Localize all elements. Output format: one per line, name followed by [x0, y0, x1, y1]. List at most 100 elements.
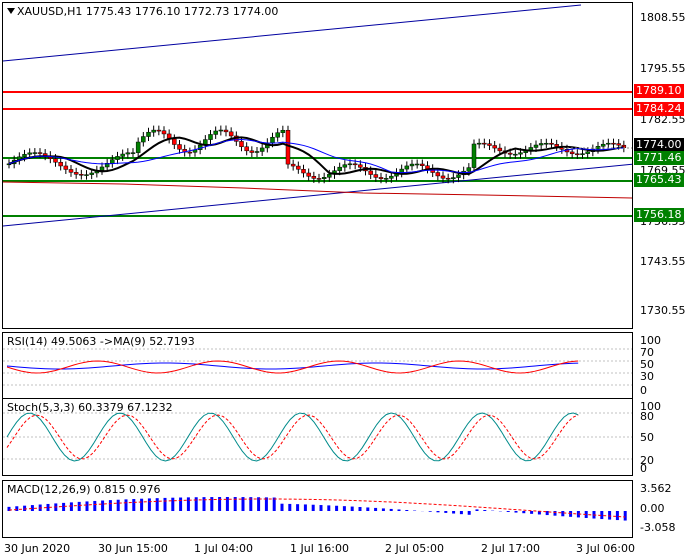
candle-body — [440, 175, 446, 179]
price-tick: 1730.55 — [640, 304, 686, 317]
resistance-level-tag: 1789.10 — [634, 84, 684, 98]
macd-histogram-bar — [615, 511, 619, 521]
candle-body — [544, 142, 549, 145]
candle-body — [358, 164, 363, 168]
macd-pane[interactable]: MACD(12,26,9) 0.815 0.976 — [2, 480, 633, 538]
rsi-tick: 70 — [640, 346, 654, 359]
macd-histogram-bar — [132, 499, 136, 511]
candle-body — [213, 130, 218, 135]
candle-body — [120, 153, 125, 157]
candle-body — [321, 177, 327, 179]
price-chart-pane[interactable]: XAUUSD,H1 1775.43 1776.10 1772.73 1774.0… — [2, 2, 633, 329]
candle-body — [507, 152, 513, 155]
medium-ma-line — [8, 138, 624, 174]
chevron-down-icon[interactable] — [7, 8, 15, 14]
candle-body — [156, 129, 162, 132]
macd-histogram-bar — [553, 511, 557, 516]
candle-body — [79, 174, 84, 176]
macd-histogram-bar — [101, 500, 105, 511]
candle-body — [244, 146, 249, 152]
candle-body — [115, 156, 120, 160]
macd-title: MACD(12,26,9) 0.815 0.976 — [7, 483, 161, 496]
macd-histogram-bar — [179, 497, 183, 511]
candle-body — [435, 172, 441, 177]
macd-histogram-bar — [444, 511, 448, 513]
candle-body — [73, 172, 79, 175]
candle-body — [487, 143, 492, 146]
macd-histogram-bar — [381, 508, 385, 511]
macd-histogram-bar — [85, 501, 89, 511]
stoch-tick: 50 — [640, 431, 654, 444]
candle-body — [104, 162, 110, 168]
candle-body — [451, 177, 456, 180]
open-price: 1775.43 — [85, 5, 132, 18]
macd-signal-line — [8, 498, 626, 518]
time-tick: 1 Jul 16:00 — [290, 542, 349, 555]
macd-histogram-bar — [69, 502, 73, 511]
macd-histogram-bar — [319, 505, 323, 511]
candle-body — [414, 163, 420, 166]
candle-body — [275, 132, 280, 138]
candle-body — [99, 166, 105, 171]
macd-histogram-bar — [514, 511, 518, 513]
candle-body — [259, 147, 265, 152]
macd-histogram-bar — [288, 503, 292, 511]
macd-chart — [7, 497, 627, 521]
rsi-tick: 50 — [640, 358, 654, 371]
candle-body — [218, 129, 224, 132]
candle-body — [187, 151, 193, 154]
support-level-tag: 1765.43 — [634, 173, 684, 187]
candle-body — [538, 143, 544, 146]
macd-histogram-bar — [218, 497, 222, 511]
candle-body — [63, 165, 69, 170]
macd-histogram-bar — [405, 510, 409, 511]
symbol-header: XAUUSD,H1 1775.43 1776.10 1772.73 1774.0… — [17, 5, 278, 18]
candle-body — [172, 138, 177, 145]
rsi-pane[interactable]: RSI(14) 49.5063 ->MA(9) 52.7193 — [2, 332, 633, 402]
symbol-name: XAUUSD,H1 — [17, 5, 83, 18]
macd-histogram-bar — [171, 497, 175, 511]
stoch-tick: 20 — [640, 454, 654, 467]
slow-ma-line — [3, 181, 632, 199]
macd-histogram-bar — [506, 511, 510, 512]
rsi-tick: 30 — [640, 370, 654, 383]
stochastic-pane[interactable]: Stoch(5,3,3) 60.3379 67.1232 — [2, 398, 633, 476]
candle-body — [53, 158, 58, 163]
support-level-tag: 1756.18 — [634, 208, 684, 222]
candle-body — [249, 150, 255, 153]
macd-histogram-bar — [311, 504, 315, 511]
candle-body — [151, 129, 156, 133]
candle-body — [68, 169, 74, 173]
candle-body — [223, 129, 229, 133]
macd-histogram-bar — [467, 511, 471, 515]
channel-line — [3, 163, 632, 227]
macd-histogram-bar — [545, 511, 549, 516]
candle-body — [327, 174, 332, 178]
macd-histogram-bar — [257, 497, 261, 511]
macd-histogram-bar — [249, 497, 253, 511]
macd-tick: 3.562 — [640, 482, 672, 495]
candle-body — [58, 161, 63, 167]
macd-histogram-bar — [62, 502, 66, 511]
candle-body — [285, 129, 291, 165]
time-tick: 2 Jul 17:00 — [481, 542, 540, 555]
candle-body — [32, 152, 38, 154]
stoch-tick: 100 — [640, 400, 661, 413]
candle-body — [208, 134, 213, 140]
macd-histogram-bar — [93, 500, 97, 511]
candle-body — [404, 165, 410, 170]
macd-histogram-bar — [264, 497, 268, 511]
macd-histogram-bar — [124, 499, 128, 511]
candle-body — [518, 152, 523, 155]
candle-body — [575, 153, 580, 156]
macd-histogram-bar — [15, 506, 19, 511]
candle-body — [420, 163, 425, 166]
time-tick: 30 Jun 2020 — [4, 542, 71, 555]
price-tick: 1782.55 — [640, 113, 686, 126]
time-tick: 3 Jul 06:00 — [576, 542, 635, 555]
candle-body — [368, 170, 373, 175]
candle-body — [445, 177, 451, 180]
macd-histogram-bar — [108, 500, 112, 511]
macd-histogram-bar — [459, 511, 463, 515]
macd-histogram-bar — [350, 506, 354, 511]
